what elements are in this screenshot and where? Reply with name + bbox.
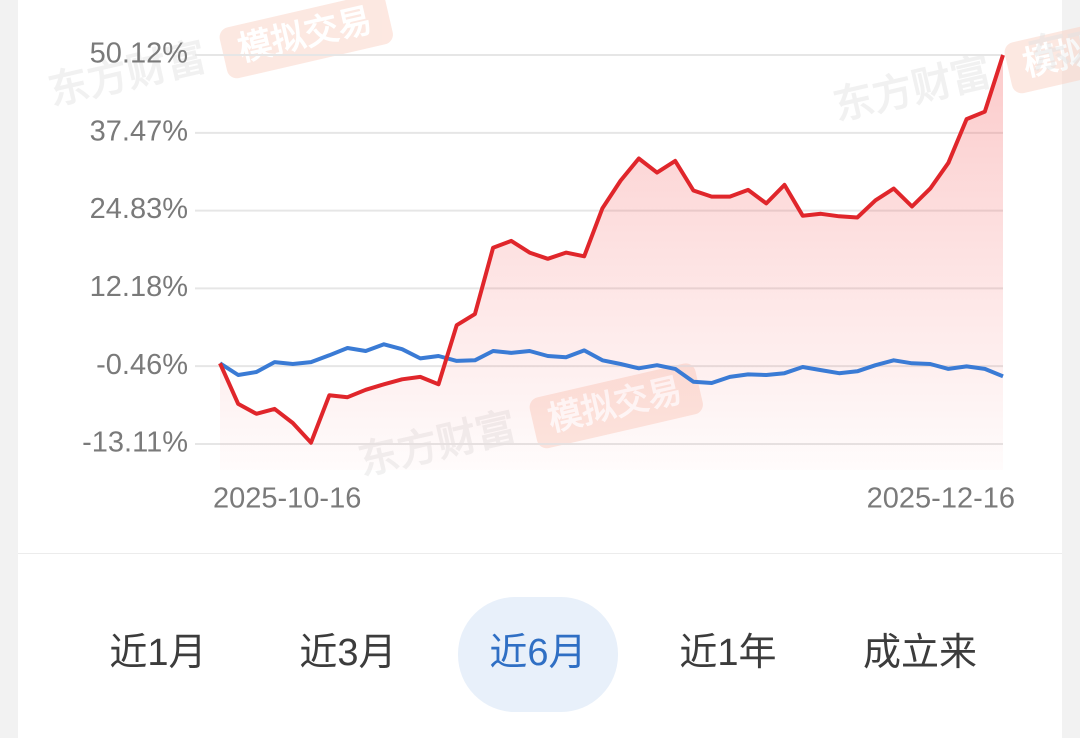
- range-button[interactable]: 成立来: [863, 632, 977, 674]
- plot: 50.12% 37.47% 24.83% 12.18% -0.46% -13.11% 202…: [82, 38, 1015, 515]
- watermark-tag-box: [219, 0, 393, 79]
- y-tick-label: -0.46%: [96, 349, 188, 381]
- range-button[interactable]: 近1年: [679, 632, 776, 674]
- x-tick-label: 2025-10-16: [213, 483, 361, 515]
- watermark-tag-box: [1004, 8, 1080, 94]
- range-button[interactable]: 近1月: [109, 632, 206, 674]
- y-tick-label: 50.12%: [90, 38, 188, 70]
- y-tick-label: 12.18%: [90, 271, 188, 303]
- x-tick-label: 2025-12-16: [867, 483, 1015, 515]
- series-line: [218, 342, 1004, 385]
- range-buttons: 近1月 近3月 近6月 近1年 成立来: [109, 597, 977, 712]
- range-button[interactable]: 近3月: [299, 632, 396, 674]
- range-button[interactable]: 近6月: [489, 632, 586, 674]
- y-tick-label: 37.47%: [90, 115, 188, 147]
- y-tick-label: -13.11%: [82, 427, 188, 459]
- y-tick-label: 24.83%: [90, 193, 188, 225]
- series-line: [218, 54, 1005, 445]
- selected-pill: [458, 597, 618, 712]
